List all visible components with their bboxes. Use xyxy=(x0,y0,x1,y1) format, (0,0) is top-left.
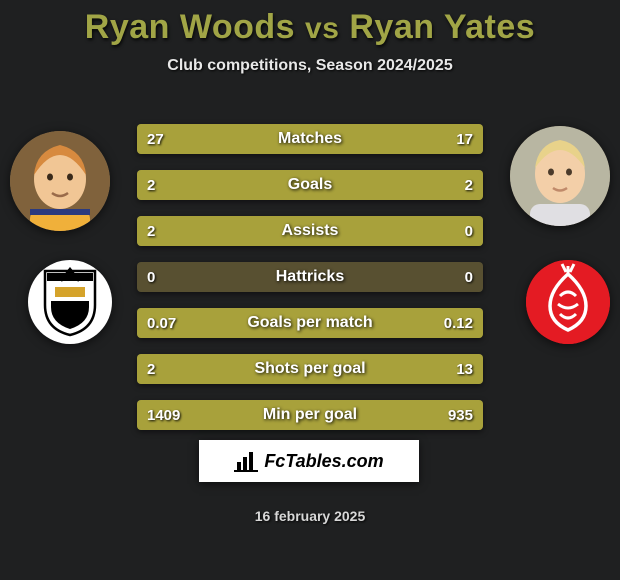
brand-logo: FcTables.com xyxy=(199,440,419,482)
title-player-right: Ryan Yates xyxy=(349,8,535,46)
stat-label: Matches xyxy=(137,124,483,154)
player-right-avatar xyxy=(510,126,610,226)
stat-label: Min per goal xyxy=(137,400,483,430)
stat-row: 0.070.12Goals per match xyxy=(137,308,483,338)
stat-row: 2717Matches xyxy=(137,124,483,154)
player-left-avatar xyxy=(10,131,110,231)
comparison-bars: 2717Matches 22Goals 20Assists 00Hattricks 0.… xyxy=(137,124,483,446)
stat-label: Goals xyxy=(137,170,483,200)
stat-row: 20Assists xyxy=(137,216,483,246)
stat-row: 00Hattricks xyxy=(137,262,483,292)
stat-row: 1409935Min per goal xyxy=(137,400,483,430)
title-player-left: Ryan Woods xyxy=(85,8,295,46)
footer-date: 16 february 2025 xyxy=(0,508,620,524)
stat-row: 22Goals xyxy=(137,170,483,200)
title-vs: vs xyxy=(305,12,339,45)
page-title: Ryan Woods vs Ryan Yates xyxy=(0,0,620,47)
brand-text: FcTables.com xyxy=(264,451,383,472)
club-left-crest-icon xyxy=(39,267,101,337)
stat-label: Assists xyxy=(137,216,483,246)
stat-label: Goals per match xyxy=(137,308,483,338)
subtitle: Club competitions, Season 2024/2025 xyxy=(0,57,620,75)
club-right-badge xyxy=(526,260,610,344)
stat-label: Shots per goal xyxy=(137,354,483,384)
club-left-badge xyxy=(28,260,112,344)
stat-row: 213Shots per goal xyxy=(137,354,483,384)
player-right-face-icon xyxy=(510,126,610,226)
chart-icon xyxy=(234,450,258,472)
stat-label: Hattricks xyxy=(137,262,483,292)
player-left-face-icon xyxy=(10,131,110,231)
club-right-crest-icon xyxy=(526,260,610,344)
